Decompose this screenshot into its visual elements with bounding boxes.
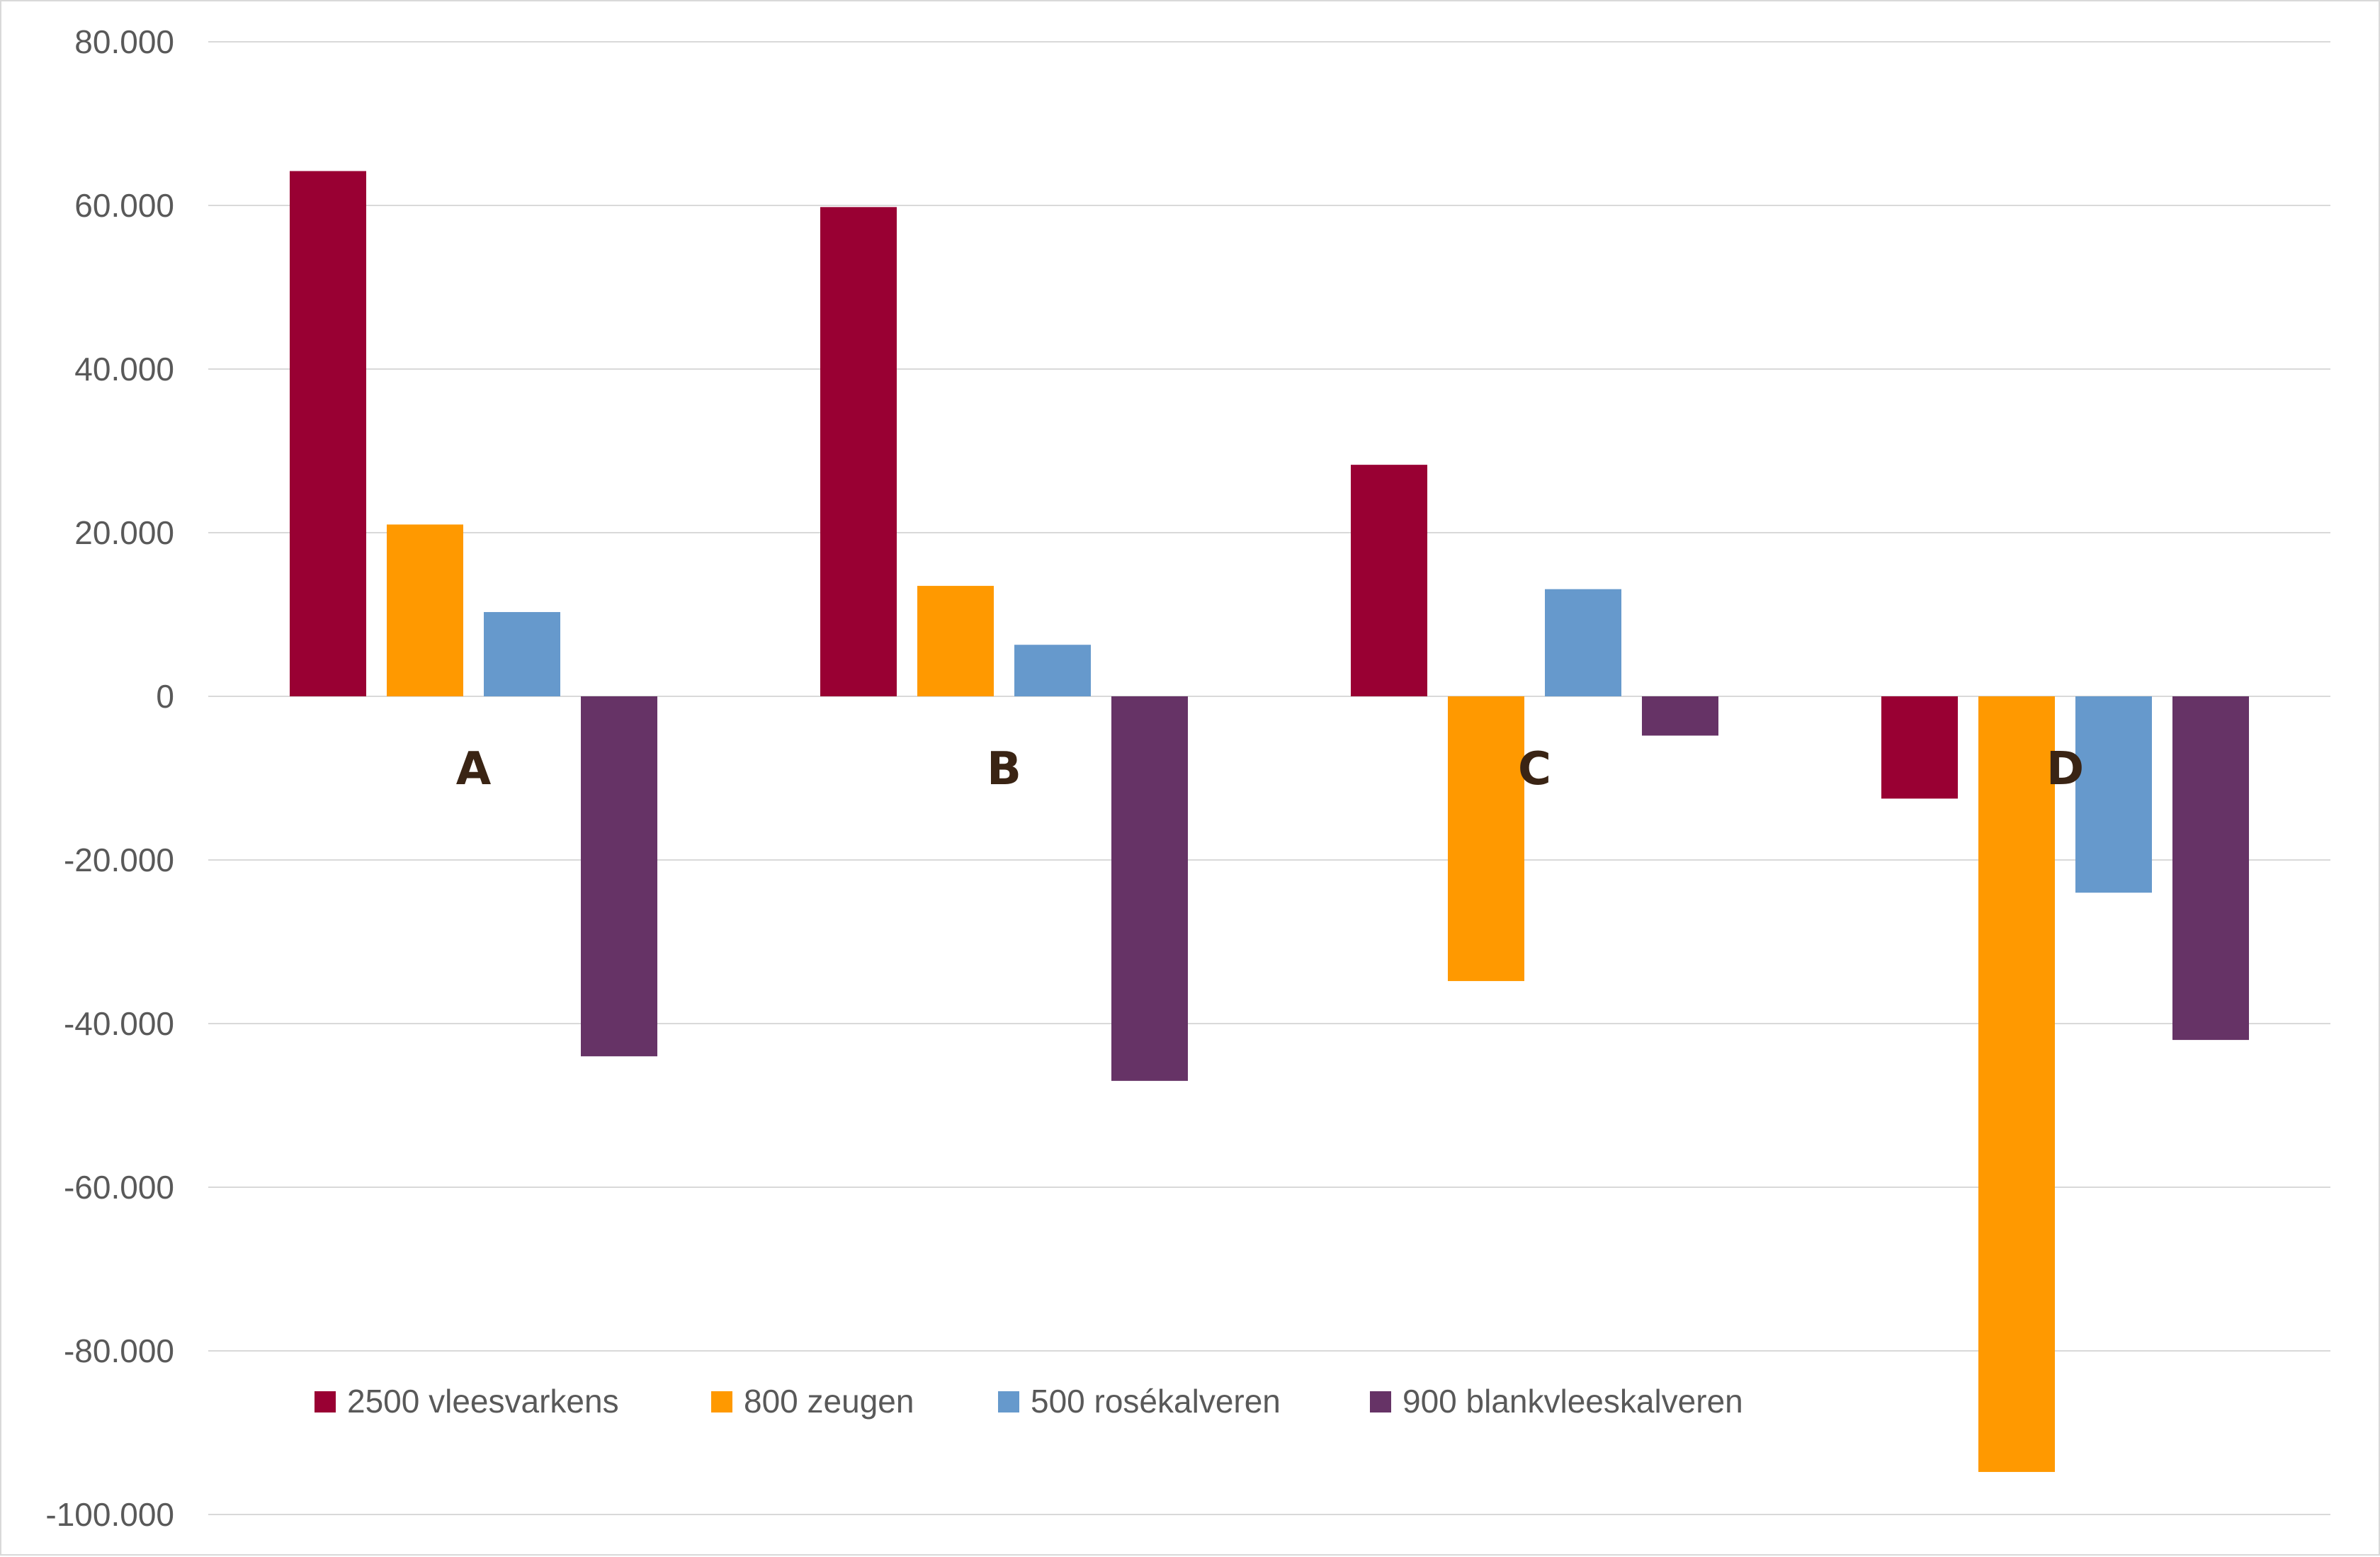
bar-A-series-1	[290, 171, 366, 697]
category-label: C	[1518, 743, 1551, 796]
gridlines	[208, 41, 2330, 1515]
y-tick-label: -100.000	[45, 1496, 174, 1533]
bar-B-series-1	[820, 207, 897, 696]
category-label: D	[2046, 743, 2084, 796]
bar-D-series-2	[1978, 696, 2055, 1472]
y-tick-label: 80.000	[74, 23, 174, 60]
category-label: B	[987, 743, 1021, 796]
y-tick-label: 20.000	[74, 514, 174, 551]
legend: 2500 vleesvarkens 800 zeugen 500 rosékalve…	[314, 1383, 1743, 1420]
legend-label: 800 zeugen	[744, 1383, 914, 1420]
legend-label: 500 rosékalveren	[1031, 1383, 1281, 1420]
y-tick-label: -20.000	[64, 842, 174, 878]
y-tick-label: 60.000	[74, 187, 174, 224]
y-axis-tick-labels: 80.000 60.000 40.000 20.000 0 -20.000 -40.000 -…	[45, 23, 174, 1533]
bars	[290, 171, 2249, 1472]
y-tick-label: 40.000	[74, 351, 174, 387]
bar-D-series-1	[1881, 696, 1958, 799]
bar-B-series-3	[1014, 645, 1091, 696]
bar-A-series-4	[581, 696, 657, 1057]
bar-C-series-2	[1448, 696, 1524, 981]
bar-C-series-3	[1545, 589, 1621, 696]
y-tick-label: -40.000	[64, 1005, 174, 1042]
bar-C-series-4	[1642, 696, 1718, 736]
y-tick-label: -80.000	[64, 1332, 174, 1369]
legend-label: 2500 vleesvarkens	[347, 1383, 619, 1420]
legend-swatch	[1370, 1391, 1391, 1412]
legend-swatch	[998, 1391, 1019, 1412]
category-label: A	[456, 743, 492, 796]
y-tick-label: 0	[156, 678, 174, 715]
bar-C-series-1	[1351, 465, 1427, 696]
bar-D-series-3	[2075, 696, 2152, 893]
bar-D-series-4	[2172, 696, 2249, 1041]
legend-swatch	[314, 1391, 336, 1412]
bar-A-series-2	[387, 524, 463, 696]
legend-swatch	[711, 1391, 732, 1412]
bar-A-series-3	[484, 612, 560, 696]
bar-B-series-4	[1111, 696, 1188, 1081]
category-labels: A B C D	[456, 743, 2084, 796]
bar-B-series-2	[917, 586, 994, 696]
y-tick-label: -60.000	[64, 1169, 174, 1206]
legend-label: 900 blankvleeskalveren	[1402, 1383, 1743, 1420]
